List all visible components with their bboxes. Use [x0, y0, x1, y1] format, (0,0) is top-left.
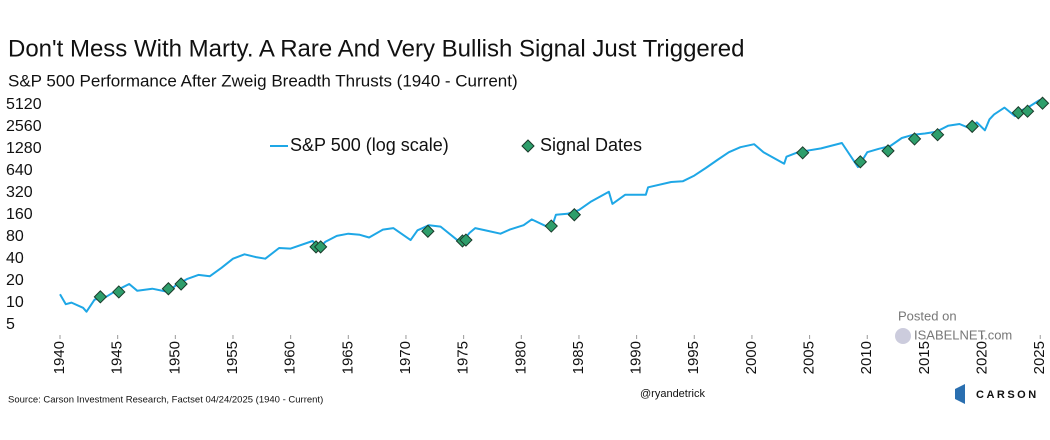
signal-marker	[161, 282, 176, 296]
y-tick-label: 10	[6, 294, 24, 311]
watermark: ISABELNET.com	[914, 327, 1012, 342]
x-tick-label: 1955	[224, 341, 241, 374]
signal-marker	[881, 144, 895, 158]
signal-marker	[112, 285, 126, 299]
signal-marker	[907, 132, 922, 146]
x-tick-label: 2005	[801, 341, 818, 374]
signal-marker	[1020, 104, 1035, 118]
x-tick-label: 1985	[570, 341, 587, 374]
x-tick-label: 1990	[628, 341, 645, 374]
legend-label: Signal Dates	[540, 135, 642, 155]
x-tick-label: 1995	[685, 341, 702, 374]
x-tick-label: 1945	[109, 341, 126, 374]
x-tick-label: 2015	[916, 341, 933, 374]
signal-marker	[853, 155, 868, 169]
signal-marker	[567, 208, 582, 222]
x-tick-label: 2000	[743, 341, 760, 374]
y-tick-label: 5	[6, 316, 15, 333]
credit: @ryandetrick	[640, 388, 705, 400]
x-tick-label: 1970	[397, 341, 414, 374]
x-tick-label: 1975	[455, 341, 472, 374]
x-tick-label: 2010	[858, 341, 875, 374]
signal-marker	[1035, 96, 1050, 110]
signal-marker	[174, 277, 188, 291]
logo: CARSON	[976, 389, 1039, 401]
y-tick-label: 640	[6, 162, 33, 179]
y-tick-label: 1280	[6, 140, 42, 157]
legend-marker	[521, 139, 535, 153]
x-tick-label: 1940	[51, 341, 68, 374]
signal-marker	[93, 290, 108, 304]
signal-marker	[965, 119, 979, 134]
logo-mark	[955, 384, 965, 404]
x-tick-label: 1960	[282, 341, 299, 374]
signal-marker	[421, 224, 435, 238]
watermark: Posted on	[898, 308, 957, 323]
x-tick-label: 1980	[512, 341, 529, 374]
source: Source: Carson Investment Research, Fact…	[8, 395, 323, 406]
y-tick-label: 160	[6, 206, 33, 223]
y-tick-label: 320	[6, 184, 33, 201]
y-tick-label: 2560	[6, 118, 42, 135]
line	[59, 98, 1045, 313]
y-tick-label: 5120	[6, 96, 42, 113]
x-tick-label: 1950	[166, 341, 183, 374]
signal-marker	[313, 240, 328, 254]
chart-subtitle: S&P 500 Performance After Zweig Breadth …	[8, 71, 518, 90]
legend-label: S&P 500 (log scale)	[290, 135, 449, 155]
signal-marker	[459, 233, 473, 247]
signal-marker	[795, 146, 810, 160]
y-tick-label: 80	[6, 228, 24, 245]
watermark-icon	[895, 328, 911, 344]
x-tick-label: 2020	[974, 341, 991, 374]
signal-marker	[930, 127, 945, 142]
x-tick-label: 2025	[1031, 341, 1048, 374]
y-tick-label: 40	[6, 250, 24, 267]
signal-marker	[544, 219, 558, 233]
chart-title: Don't Mess With Marty. A Rare And Very B…	[8, 35, 744, 62]
y-tick-label: 20	[6, 272, 24, 289]
x-tick-label: 1965	[339, 341, 356, 374]
